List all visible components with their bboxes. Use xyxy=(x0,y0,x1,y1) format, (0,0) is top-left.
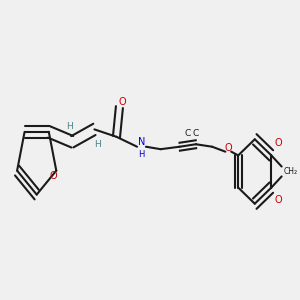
Text: O: O xyxy=(275,138,283,148)
Text: H: H xyxy=(94,140,101,149)
Text: O: O xyxy=(118,97,126,107)
Text: H: H xyxy=(138,150,145,159)
Text: C: C xyxy=(192,129,198,138)
Text: H: H xyxy=(66,122,73,131)
Text: O: O xyxy=(50,171,57,181)
Text: O: O xyxy=(275,195,283,205)
Text: N: N xyxy=(138,137,145,147)
Text: O: O xyxy=(224,143,232,153)
Text: CH₂: CH₂ xyxy=(284,167,298,176)
Text: C: C xyxy=(185,129,191,138)
